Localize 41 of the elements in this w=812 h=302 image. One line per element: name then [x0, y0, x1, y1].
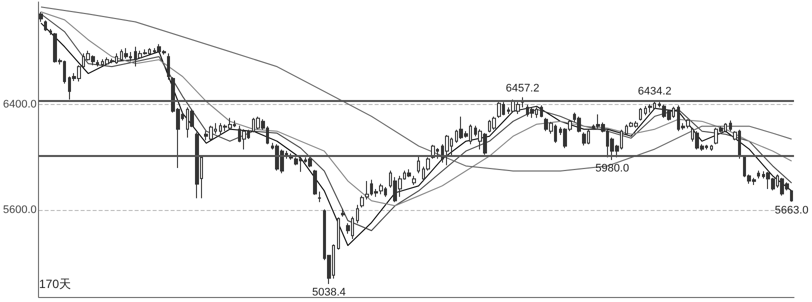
candlestick — [356, 204, 359, 224]
candlestick — [412, 175, 416, 186]
candlestick — [313, 169, 317, 196]
candlestick — [790, 190, 793, 202]
candlestick — [44, 20, 47, 32]
annotation: 170天 — [39, 277, 72, 291]
candlestick — [39, 11, 43, 22]
candlestick — [497, 102, 501, 118]
candlestick — [167, 52, 170, 80]
annotation: 5038.4 — [312, 286, 346, 299]
candlestick — [318, 191, 321, 203]
candlestick — [96, 59, 99, 68]
y-tick-label: 6400.0 — [2, 98, 37, 111]
candlestick — [644, 106, 647, 116]
annotation: 6457.2 — [506, 82, 540, 95]
candlestick — [195, 132, 199, 199]
annotation: 6434.2 — [638, 86, 672, 98]
candlestick — [757, 170, 760, 179]
annotation: 5980.0 — [595, 162, 630, 175]
candlestick — [492, 116, 496, 130]
candlestick — [445, 134, 449, 166]
candlestick — [710, 144, 713, 152]
candlestick — [49, 28, 52, 36]
candlestick — [648, 104, 652, 114]
candlestick — [308, 157, 312, 168]
y-tick-label: 5600.0 — [2, 204, 37, 216]
candlestick — [729, 120, 732, 132]
candlestick — [242, 128, 246, 150]
annotation: 5663.0 — [774, 204, 808, 216]
candlestick — [582, 132, 586, 146]
line-series — [40, 6, 792, 172]
candlestick — [341, 208, 345, 218]
candlestick — [540, 104, 543, 118]
candlestick — [417, 156, 420, 174]
candlestick — [639, 108, 642, 122]
candlestick — [407, 168, 411, 178]
candlestick — [658, 102, 661, 108]
candlestick — [337, 216, 340, 250]
candlestick — [530, 106, 534, 118]
candlestick — [124, 48, 128, 60]
candlestick — [577, 116, 581, 133]
